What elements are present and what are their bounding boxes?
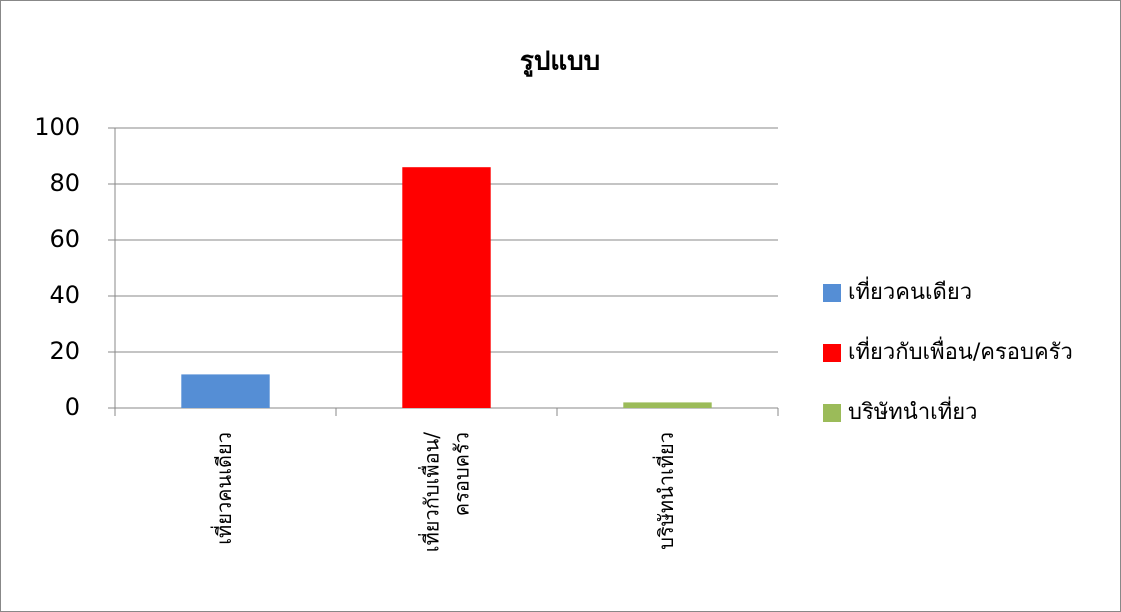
y-tick-label: 100 (34, 113, 80, 141)
legend-swatch (823, 404, 841, 422)
y-tick-label: 80 (49, 169, 80, 197)
x-tick-label: เที่ยวคนเดียว (210, 432, 236, 545)
bar (181, 374, 270, 408)
legend-label: บริษัทนำเที่ยว (848, 396, 977, 425)
y-tick-label: 40 (49, 281, 80, 309)
bar (402, 167, 491, 408)
legend-swatch (823, 284, 841, 302)
x-tick-label: บริษัทนำเที่ยว (652, 432, 678, 550)
legend-label: เที่ยวกับเพื่อน/ครอบครัว (848, 336, 1073, 365)
y-tick-label: 0 (65, 393, 80, 421)
x-tick-label: เที่ยวกับเพื่อน/ครอบครัว (417, 432, 473, 552)
legend-label: เที่ยวคนเดียว (848, 276, 972, 305)
chart-title: รูปแบบ (520, 47, 600, 78)
bar (623, 402, 712, 408)
x-tick-label-line: ครอบครัว (449, 432, 473, 516)
y-tick-label: 60 (49, 225, 80, 253)
y-tick-label: 20 (49, 337, 80, 365)
legend-swatch (823, 344, 841, 362)
x-tick-label-line: เที่ยวกับเพื่อน/ (417, 432, 443, 552)
